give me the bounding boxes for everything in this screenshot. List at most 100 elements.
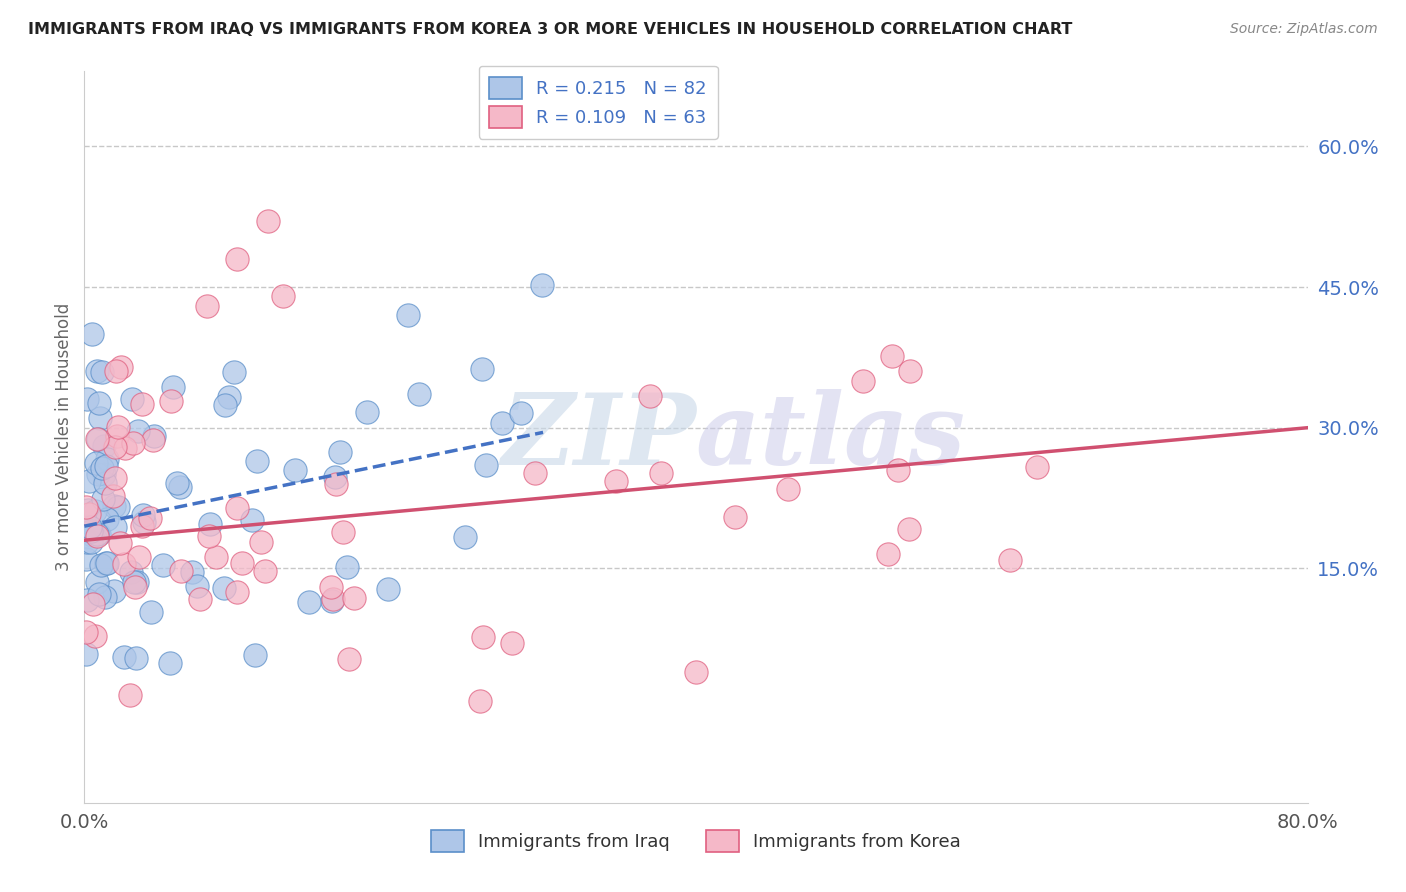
- Point: [159, 656, 181, 670]
- Point: [103, 584, 125, 599]
- Point: [86, 467, 108, 481]
- Point: [724, 509, 747, 524]
- Point: [246, 453, 269, 467]
- Point: [502, 636, 524, 650]
- Point: [778, 482, 800, 496]
- Point: [160, 393, 183, 408]
- Point: [243, 648, 266, 662]
- Point: [531, 278, 554, 293]
- Point: [195, 299, 218, 313]
- Point: [249, 535, 271, 549]
- Point: [96, 452, 118, 467]
- Point: [107, 500, 129, 515]
- Point: [86, 527, 108, 541]
- Point: [186, 579, 208, 593]
- Point: [336, 559, 359, 574]
- Point: [319, 580, 342, 594]
- Point: [93, 467, 115, 481]
- Point: [124, 580, 146, 594]
- Point: [329, 444, 352, 458]
- Point: [188, 592, 211, 607]
- Point: [75, 648, 97, 662]
- Point: [321, 594, 343, 608]
- Point: [90, 461, 112, 475]
- Point: [162, 380, 184, 394]
- Text: Source: ZipAtlas.com: Source: ZipAtlas.com: [1230, 22, 1378, 37]
- Point: [471, 361, 494, 376]
- Point: [180, 565, 202, 579]
- Point: [104, 520, 127, 534]
- Point: [89, 411, 111, 425]
- Point: [118, 688, 141, 702]
- Point: [325, 476, 347, 491]
- Point: [882, 349, 904, 363]
- Point: [79, 508, 101, 522]
- Point: [332, 525, 354, 540]
- Y-axis label: 3 or more Vehicles in Household: 3 or more Vehicles in Household: [55, 303, 73, 571]
- Point: [76, 392, 98, 406]
- Point: [90, 558, 112, 572]
- Point: [685, 665, 707, 679]
- Point: [75, 551, 97, 566]
- Point: [87, 432, 110, 446]
- Point: [110, 360, 132, 375]
- Point: [271, 289, 294, 303]
- Point: [121, 436, 143, 450]
- Point: [142, 433, 165, 447]
- Point: [86, 364, 108, 378]
- Point: [852, 374, 875, 388]
- Point: [475, 458, 498, 472]
- Point: [80, 524, 103, 539]
- Point: [82, 598, 104, 612]
- Point: [131, 518, 153, 533]
- Point: [132, 508, 155, 523]
- Point: [105, 364, 128, 378]
- Point: [75, 624, 97, 639]
- Point: [377, 582, 399, 596]
- Point: [225, 501, 247, 516]
- Point: [337, 652, 360, 666]
- Point: [396, 308, 419, 322]
- Point: [105, 428, 128, 442]
- Point: [170, 564, 193, 578]
- Point: [212, 581, 235, 595]
- Point: [510, 406, 533, 420]
- Point: [94, 556, 117, 570]
- Point: [104, 440, 127, 454]
- Point: [104, 471, 127, 485]
- Point: [139, 511, 162, 525]
- Point: [83, 504, 105, 518]
- Point: [89, 527, 111, 541]
- Point: [226, 585, 249, 599]
- Point: [166, 475, 188, 490]
- Point: [76, 592, 98, 607]
- Point: [114, 442, 136, 456]
- Point: [257, 214, 280, 228]
- Point: [218, 390, 240, 404]
- Point: [468, 694, 491, 708]
- Point: [79, 535, 101, 549]
- Point: [205, 549, 228, 564]
- Point: [472, 631, 495, 645]
- Point: [125, 575, 148, 590]
- Point: [491, 417, 513, 431]
- Point: [79, 520, 101, 534]
- Point: [226, 252, 249, 266]
- Point: [887, 463, 910, 477]
- Point: [96, 556, 118, 570]
- Point: [408, 387, 430, 401]
- Point: [198, 517, 221, 532]
- Point: [77, 474, 100, 488]
- Point: [127, 424, 149, 438]
- Point: [84, 456, 107, 470]
- Point: [87, 396, 110, 410]
- Point: [107, 420, 129, 434]
- Point: [638, 389, 661, 403]
- Point: [93, 440, 115, 454]
- Point: [94, 590, 117, 604]
- Point: [96, 512, 118, 526]
- Point: [76, 535, 98, 549]
- Point: [343, 591, 366, 606]
- Point: [139, 605, 162, 619]
- Point: [231, 556, 253, 570]
